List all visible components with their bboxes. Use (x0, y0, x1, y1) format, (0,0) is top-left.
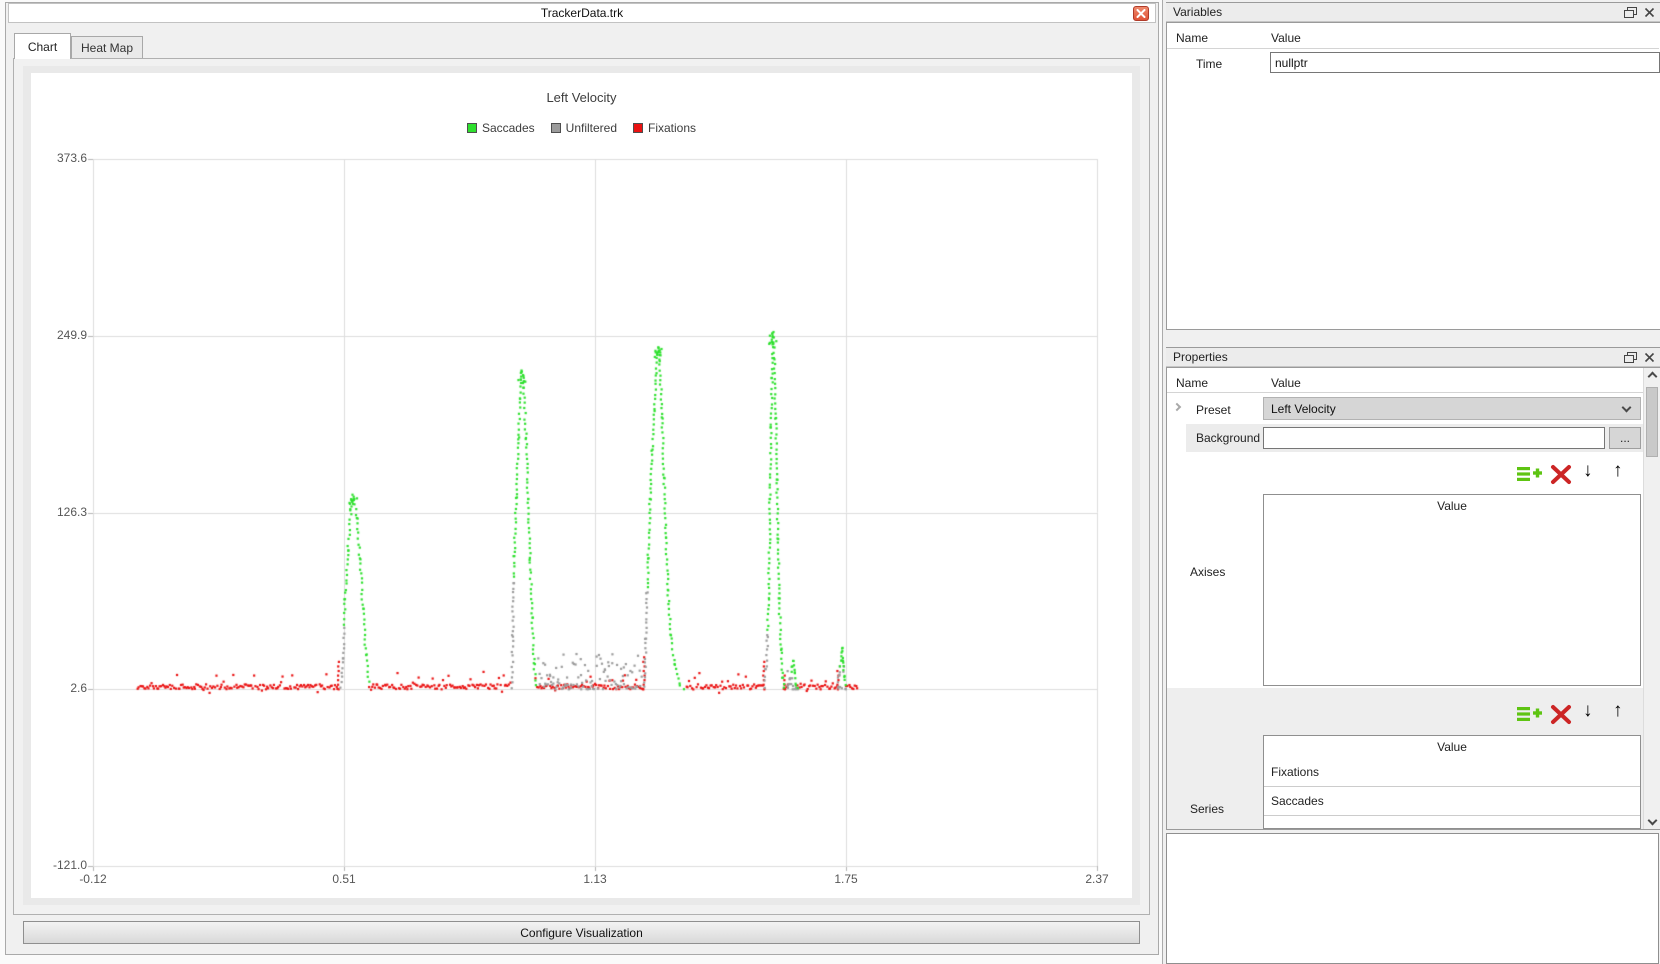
chart-legend: Saccades Unfiltered Fixations (31, 121, 1132, 135)
close-icon (1136, 9, 1146, 18)
unfiltered-swatch-icon (551, 123, 561, 133)
document-titlebar[interactable]: TrackerData.trk (8, 3, 1156, 23)
y-tick-label: 126.3 (33, 505, 87, 519)
properties-panel-header[interactable]: Properties (1166, 347, 1660, 367)
velocity-chart[interactable]: Left Velocity Saccades Unfiltered Fixati… (31, 73, 1132, 898)
fixations-swatch-icon (633, 123, 643, 133)
properties-panel-title: Properties (1173, 350, 1228, 364)
series-list-header: Value (1264, 736, 1640, 758)
background-browse-button[interactable]: ... (1609, 427, 1641, 449)
axises-label: Axises (1190, 565, 1225, 579)
scroll-up-button[interactable] (1644, 368, 1660, 384)
series-label: Series (1190, 802, 1224, 816)
variable-time-input[interactable] (1270, 52, 1660, 73)
series-item-saccades[interactable]: Saccades (1264, 787, 1640, 816)
axises-list-header: Value (1264, 495, 1640, 517)
preset-dropdown[interactable]: Left Velocity (1263, 397, 1641, 420)
scroll-down-button[interactable] (1644, 812, 1660, 828)
x-tick-label: -0.12 (63, 872, 123, 886)
float-panel-icon[interactable] (1624, 7, 1637, 21)
x-tick-label: 1.75 (816, 872, 876, 886)
properties-col-name: Name (1176, 376, 1208, 390)
chevron-up-icon (1647, 371, 1657, 381)
axises-list[interactable]: Value (1263, 494, 1641, 686)
configure-visualization-label: Configure Visualization (520, 926, 643, 940)
tab-chart[interactable]: Chart (14, 33, 71, 59)
background-input[interactable] (1263, 427, 1605, 449)
tab-chart-label: Chart (28, 40, 57, 54)
legend-label: Fixations (648, 121, 696, 135)
axises-add-icon[interactable] (1516, 463, 1544, 488)
legend-item-fixations: Fixations (633, 121, 696, 135)
background-label: Background (1196, 431, 1260, 445)
series-add-icon[interactable] (1516, 703, 1544, 728)
x-tick-label: 2.37 (1067, 872, 1127, 886)
velocity-chart-canvas[interactable] (31, 73, 1132, 898)
preset-dropdown-value: Left Velocity (1271, 402, 1336, 416)
variables-panel-title: Variables (1173, 5, 1222, 19)
series-delete-icon[interactable] (1549, 704, 1573, 728)
variable-time-label: Time (1196, 57, 1222, 71)
document-title: TrackerData.trk (541, 6, 623, 20)
series-move-down-icon[interactable]: ↓ (1583, 700, 1593, 722)
close-panel-icon[interactable] (1644, 352, 1655, 366)
properties-header-divider (1167, 392, 1643, 393)
tab-heat-map-label: Heat Map (81, 41, 133, 55)
legend-label: Saccades (482, 121, 535, 135)
variables-header-divider (1167, 48, 1659, 49)
variables-panel-header[interactable]: Variables (1166, 2, 1660, 22)
series-item-fixations[interactable]: Fixations (1264, 758, 1640, 787)
variables-col-name: Name (1176, 31, 1208, 45)
axises-move-down-icon[interactable]: ↓ (1583, 460, 1593, 482)
y-tick-label: 249.9 (33, 328, 87, 342)
background-browse-label: ... (1620, 431, 1630, 445)
legend-item-saccades: Saccades (467, 121, 535, 135)
bottom-dock-panel (1166, 833, 1659, 964)
legend-item-unfiltered: Unfiltered (551, 121, 617, 135)
close-panel-icon[interactable] (1644, 7, 1655, 21)
axises-move-up-icon[interactable]: ↑ (1613, 460, 1623, 482)
application-root: TrackerData.trk Heat Map Chart Left Velo… (0, 0, 1660, 964)
y-tick-label: 373.6 (33, 151, 87, 165)
series-move-up-icon[interactable]: ↑ (1613, 700, 1623, 722)
variables-col-value: Value (1271, 31, 1301, 45)
variables-panel-controls (1624, 7, 1655, 21)
saccades-swatch-icon (467, 123, 477, 133)
y-tick-label: 2.6 (33, 681, 87, 695)
configure-visualization-button[interactable]: Configure Visualization (23, 921, 1140, 944)
tab-heat-map[interactable]: Heat Map (71, 36, 143, 58)
properties-panel-controls (1624, 352, 1655, 366)
chevron-down-icon (1622, 403, 1632, 413)
x-tick-label: 0.51 (314, 872, 374, 886)
chevron-down-icon (1647, 815, 1657, 825)
document-close-button[interactable] (1133, 6, 1149, 21)
scrollbar-thumb[interactable] (1646, 387, 1658, 457)
float-panel-icon[interactable] (1624, 352, 1637, 366)
preset-label: Preset (1196, 403, 1231, 417)
properties-scrollbar[interactable] (1643, 368, 1660, 829)
properties-col-value: Value (1271, 376, 1301, 390)
axises-delete-icon[interactable] (1549, 464, 1573, 488)
series-list[interactable]: Value Fixations Saccades (1263, 735, 1641, 829)
chart-title: Left Velocity (31, 90, 1132, 105)
dock-separator[interactable] (1162, 0, 1163, 964)
legend-label: Unfiltered (566, 121, 617, 135)
y-tick-label: -121.0 (33, 858, 87, 872)
x-tick-label: 1.13 (565, 872, 625, 886)
